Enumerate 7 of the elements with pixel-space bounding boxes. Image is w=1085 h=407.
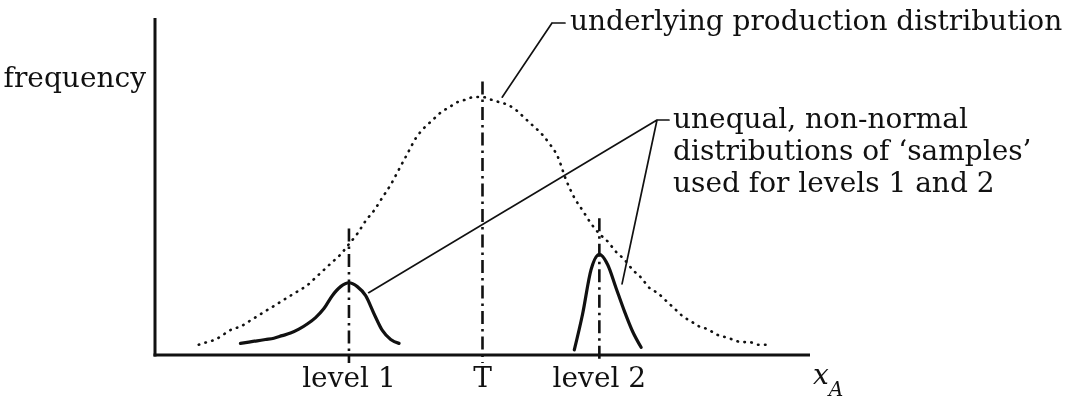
x-tick-label: T (473, 361, 493, 394)
text: underlying production distribution (570, 4, 1063, 37)
annotation: unequal, non-normal distributions of ‘samples’ used for levels 1 and 2 (673, 102, 1032, 199)
x-tick-label: level 2 (552, 361, 647, 394)
x-axis-title: x$_{A}$ (813, 358, 844, 401)
y-axis-title: frequency (3, 61, 147, 94)
x-tick-label: level 1 (302, 361, 396, 394)
